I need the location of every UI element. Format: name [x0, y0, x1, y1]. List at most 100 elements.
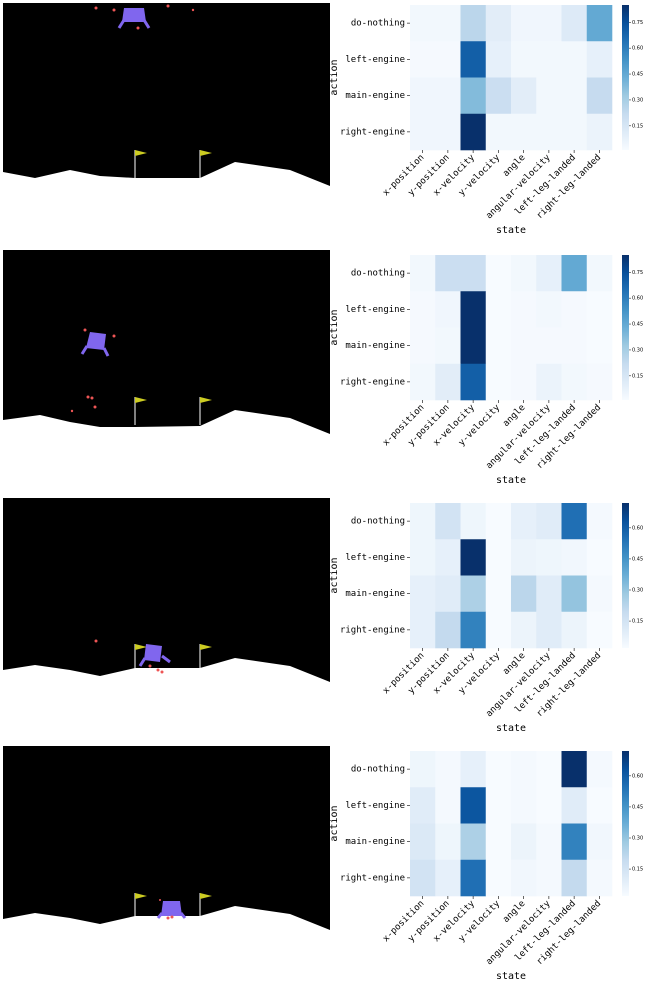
heatmap-cell: [587, 576, 613, 613]
heatmap-cell: [410, 78, 436, 115]
heatmap-cell: [587, 78, 613, 115]
colorbar-tick-label: 0.45: [632, 804, 643, 810]
colorbar-tick-label: 0.60: [632, 525, 643, 531]
game-frame: [3, 3, 330, 190]
heatmap-cell: [536, 787, 562, 824]
heatmap-cell: [562, 255, 588, 292]
heatmap-cell: [587, 824, 613, 861]
y-tick-label: do-nothing: [351, 269, 405, 279]
heatmap-cell: [435, 5, 461, 42]
heatmap-cell: [461, 860, 487, 897]
y-tick-label: left-engine: [345, 553, 405, 563]
heatmap-cell: [435, 751, 461, 788]
colorbar-tick-label: 0.60: [632, 46, 643, 52]
heatmap-cell: [435, 787, 461, 824]
heatmap-cell: [511, 787, 537, 824]
heatmap-cell: [410, 576, 436, 613]
heatmap-cell: [486, 41, 512, 78]
heatmap-cell: [486, 612, 512, 649]
heatmap-cell: [562, 787, 588, 824]
colorbar: [622, 5, 629, 150]
heatmap-cell: [562, 576, 588, 613]
heatmap-cell: [587, 503, 613, 540]
heatmap-cell: [486, 751, 512, 788]
heatmap-cell: [410, 824, 436, 861]
heatmap-cell: [562, 5, 588, 42]
heatmap-cell: [511, 5, 537, 42]
heatmap-cell: [511, 41, 537, 78]
heatmap-cell: [511, 503, 537, 540]
heatmap-cell: [511, 576, 537, 613]
heatmap-cell: [511, 751, 537, 788]
heatmap-cell: [536, 503, 562, 540]
heatmap-cell: [536, 364, 562, 401]
heatmap-cell: [435, 291, 461, 328]
y-tick-label: right-engine: [340, 873, 405, 883]
heatmap-cell: [587, 255, 613, 292]
colorbar-tick-label: 0.30: [632, 97, 643, 103]
y-tick-label: left-engine: [345, 801, 405, 811]
y-tick-label: right-engine: [340, 127, 405, 137]
heatmap-cell: [536, 612, 562, 649]
y-tick-label: main-engine: [345, 837, 405, 847]
heatmap-cell: [536, 751, 562, 788]
heatmap-cell: [587, 612, 613, 649]
x-axis-label: state: [496, 723, 526, 734]
y-tick-label: left-engine: [345, 55, 405, 65]
heatmap-cell: [511, 78, 537, 115]
heatmap-cell: [562, 78, 588, 115]
heatmap-cell: [435, 114, 461, 151]
game-frame: [3, 498, 330, 685]
heatmap-cell: [461, 539, 487, 576]
colorbar-tick-label: 0.75: [632, 20, 643, 26]
heatmap-cell: [461, 41, 487, 78]
heatmap-cell: [486, 860, 512, 897]
heatmap-cell: [486, 255, 512, 292]
heatmap-cell: [511, 114, 537, 151]
y-tick-label: right-engine: [340, 625, 405, 635]
heatmap-cell: [410, 255, 436, 292]
heatmap-cell: [461, 78, 487, 115]
heatmap-cell: [410, 5, 436, 42]
x-axis-label: state: [496, 971, 526, 982]
heatmap-cell: [410, 41, 436, 78]
heatmap-cell: [461, 612, 487, 649]
heatmap-cell: [461, 824, 487, 861]
y-tick-label: do-nothing: [351, 19, 405, 29]
heatmap-cell: [536, 824, 562, 861]
heatmap-cell: [461, 5, 487, 42]
heatmap-cell: [562, 860, 588, 897]
heatmap-cell: [486, 78, 512, 115]
y-axis-label: action: [329, 805, 340, 841]
colorbar: [622, 503, 629, 648]
heatmap-cell: [410, 612, 436, 649]
heatmap-cell: [536, 576, 562, 613]
heatmap-cell: [536, 291, 562, 328]
y-tick-label: left-engine: [345, 305, 405, 315]
heatmap-cell: [511, 612, 537, 649]
heatmap-cell: [562, 41, 588, 78]
heatmap-cell: [410, 328, 436, 365]
heatmap-cell: [562, 328, 588, 365]
y-tick-label: do-nothing: [351, 765, 405, 775]
heatmap-cell: [461, 503, 487, 540]
heatmap-cell: [511, 328, 537, 365]
heatmap-cell: [461, 751, 487, 788]
heatmap-cell: [587, 751, 613, 788]
x-axis-label: state: [496, 475, 526, 486]
heatmap-cell: [461, 787, 487, 824]
heatmap-cell: [410, 787, 436, 824]
heatmap-cell: [410, 503, 436, 540]
heatmap-cell: [562, 751, 588, 788]
heatmap-cell: [410, 114, 436, 151]
heatmap-cell: [562, 291, 588, 328]
y-tick-label: main-engine: [345, 91, 405, 101]
colorbar: [622, 751, 629, 896]
heatmap-cell: [511, 860, 537, 897]
colorbar-tick-label: 0.45: [632, 322, 643, 328]
heatmap-cell: [486, 824, 512, 861]
y-tick-label: main-engine: [345, 341, 405, 351]
heatmap-cell: [536, 5, 562, 42]
heatmap-cell: [435, 612, 461, 649]
heatmap-cell: [587, 114, 613, 151]
